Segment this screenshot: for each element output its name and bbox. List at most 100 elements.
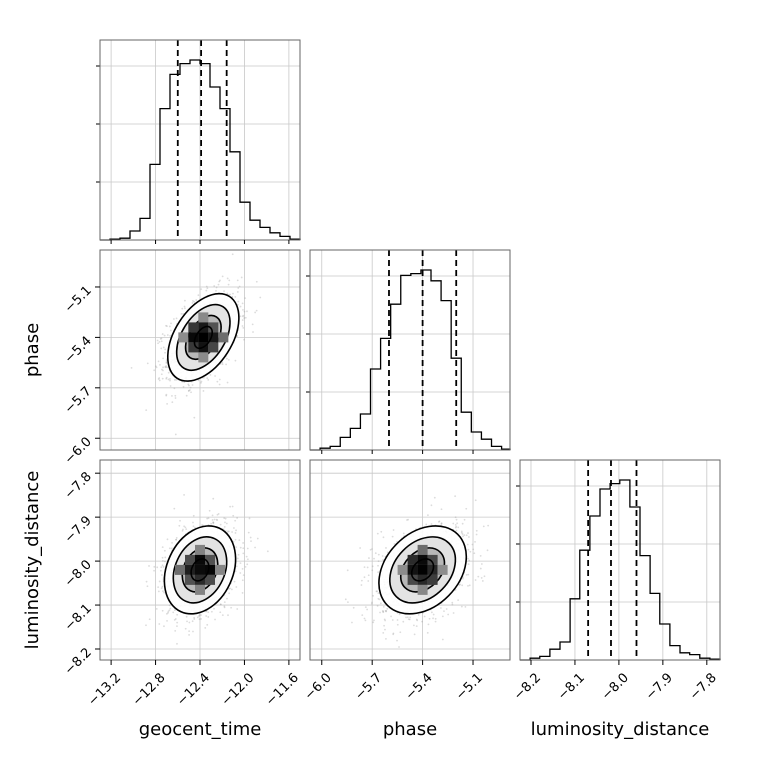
scatter-point [184, 299, 186, 302]
panel-frame [519, 459, 721, 661]
scatter-point [173, 618, 176, 621]
scatter-point [223, 605, 226, 608]
scatter-point [236, 608, 239, 610]
xtick-label-geocent-time-3: −12.0 [219, 670, 258, 709]
scatter-point [432, 613, 435, 616]
scatter-point [202, 376, 205, 379]
scatter-point [392, 529, 395, 531]
scatter-point [162, 366, 164, 369]
scatter-point [376, 532, 379, 535]
scatter-point [176, 613, 179, 616]
scatter-point [172, 611, 175, 614]
scatter-point [183, 525, 186, 528]
scatter-point [162, 369, 164, 372]
scatter-point [207, 379, 210, 381]
scatter-point [351, 621, 353, 624]
scatter-point [477, 575, 480, 578]
scatter-point [163, 334, 166, 337]
scatter-point [179, 519, 181, 522]
scatter-point [412, 624, 415, 627]
scatter-point [170, 547, 173, 550]
scatter-point [366, 566, 369, 569]
scatter-point [206, 517, 209, 520]
scatter-point [456, 522, 459, 525]
scatter-point [402, 532, 405, 535]
scatter-point [460, 530, 463, 533]
scatter-point [235, 586, 238, 588]
scatter-point [473, 552, 476, 555]
scatter-point [230, 606, 233, 609]
scatter-point [159, 569, 162, 572]
scatter-point [246, 310, 248, 313]
scatter-point [153, 369, 156, 372]
scatter-point [157, 586, 160, 589]
scatter-point [244, 565, 247, 568]
scatter-point [392, 633, 395, 636]
scatter-point [146, 362, 149, 365]
scatter-point [242, 547, 245, 550]
scatter-point [443, 610, 445, 613]
scatter-point [385, 637, 387, 640]
panels: −13.2 −12.8 −12.4 −12.0 −11.6 −6.0 −5.7 −5.4 −5.… [62, 39, 721, 709]
scatter-point [184, 627, 187, 630]
scatter-point [241, 302, 244, 305]
scatter-point [221, 363, 224, 366]
scatter-point [231, 505, 234, 508]
scatter-point [235, 565, 238, 568]
scatter-point [242, 542, 245, 544]
scatter-point [464, 606, 467, 608]
scatter-point [159, 337, 162, 340]
joint-content [344, 495, 490, 648]
scatter-point [396, 639, 398, 642]
scatter-point [160, 373, 163, 376]
scatter-point [246, 547, 249, 550]
scatter-point [223, 601, 226, 604]
scatter-point [224, 517, 227, 520]
xtick-label-phase-3: −5.1 [453, 670, 486, 703]
scatter-point [219, 603, 222, 606]
scatter-point [430, 523, 433, 525]
density-cell [208, 322, 219, 333]
scatter-point [468, 536, 470, 538]
scatter-point [483, 575, 486, 578]
scatter-point [242, 326, 245, 329]
scatter-point [416, 619, 419, 622]
xtick-label-luminosity-distance-1: −8.1 [555, 670, 588, 703]
scatter-point [239, 305, 242, 308]
scatter-point [377, 553, 380, 556]
scatter-point [166, 366, 168, 369]
scatter-point [165, 377, 168, 380]
scatter-point [183, 305, 186, 308]
density-cell [208, 332, 219, 343]
scatter-point [167, 371, 170, 374]
histogram-panel-luminosity-distance [516, 459, 721, 661]
scatter-point [475, 529, 478, 532]
scatter-point [256, 537, 259, 540]
density-cell [407, 554, 418, 565]
scatter-point [175, 538, 177, 541]
scatter-point [460, 605, 463, 608]
scatter-point [455, 518, 458, 521]
scatter-point [166, 334, 169, 336]
scatter-point [192, 525, 195, 528]
scatter-point [236, 557, 239, 560]
scatter-point [161, 546, 164, 548]
scatter-point [255, 309, 258, 312]
scatter-point [372, 621, 375, 624]
scatter-point [455, 525, 458, 528]
scatter-point [230, 588, 233, 591]
scatter-point [346, 569, 349, 572]
scatter-point [426, 631, 429, 634]
scatter-point [367, 574, 370, 577]
density-cell [215, 564, 225, 575]
scatter-point [369, 548, 372, 551]
xtick-label-luminosity-distance-0: −8.2 [511, 670, 544, 703]
scatter-point [466, 543, 469, 546]
scatter-point [254, 546, 256, 549]
scatter-point [182, 385, 185, 388]
ytick-label-luminosity-distance-0: −8.2 [62, 645, 95, 678]
xtick-label-geocent-time-1: −12.8 [130, 670, 169, 709]
scatter-point [159, 363, 161, 366]
scatter-point [161, 368, 163, 371]
scatter-point [487, 524, 490, 527]
